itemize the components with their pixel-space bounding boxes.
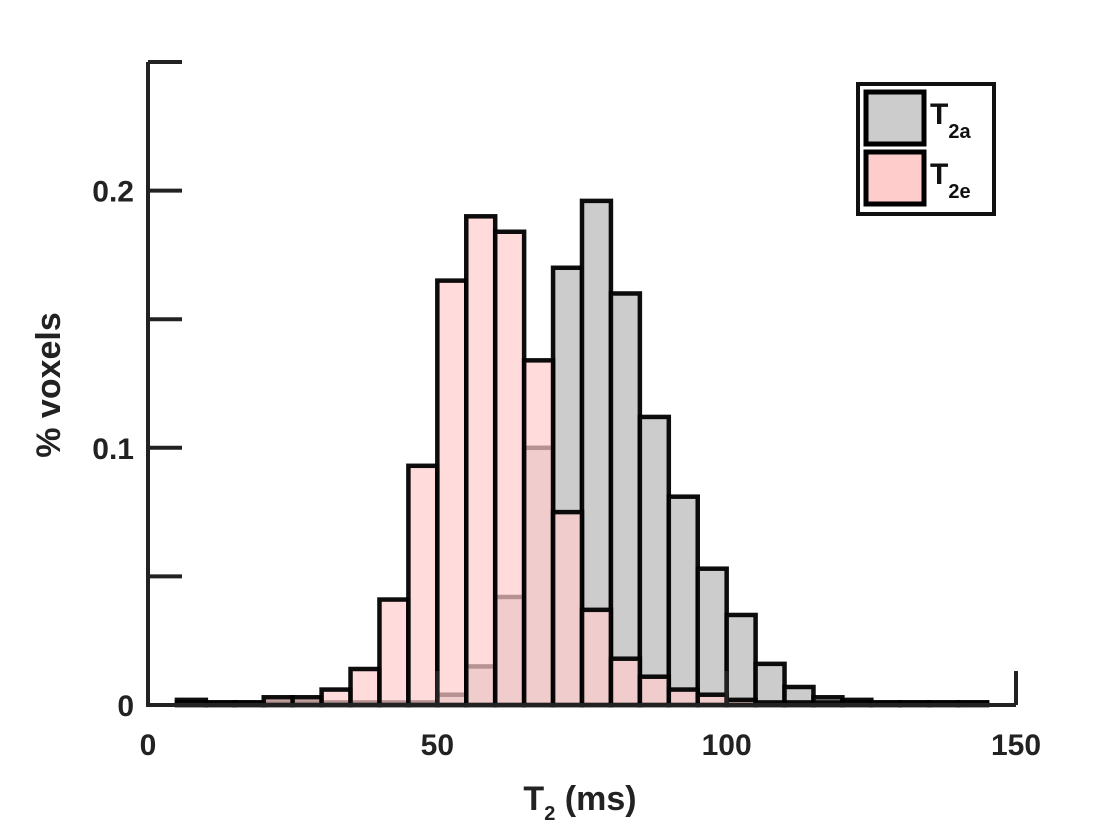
x-tick-label-50: 50 <box>421 729 454 762</box>
x-tick-label-0: 0 <box>140 729 157 762</box>
bar-t2a-105 <box>753 661 787 708</box>
bar-t2e-60 <box>492 229 527 708</box>
bar-t2a-95 <box>695 566 729 708</box>
x-tick-label-100: 100 <box>702 729 752 762</box>
y-tick-label-0.2: 0.2 <box>92 176 134 209</box>
legend-swatch-t2e <box>863 149 927 207</box>
bar-t2e-50 <box>435 278 469 708</box>
tick-labels: 0 0.1 0.2 0 50 100 150 <box>92 176 1041 762</box>
y-tick-label-0.1: 0.1 <box>92 433 134 466</box>
x-tick-label-150: 150 <box>991 729 1041 762</box>
bar-t2e-35 <box>348 666 382 708</box>
bar-t2e-40 <box>377 597 411 708</box>
legend-label-t2a: T2a <box>930 98 971 143</box>
y-tick-label-0: 0 <box>117 690 134 723</box>
bar-t2e-45 <box>406 463 440 708</box>
y-axis-title: % voxels <box>30 312 68 458</box>
bar-t2e-55 <box>464 214 498 708</box>
bar-t2e-65 <box>521 358 556 708</box>
bar-t2e-70 <box>550 509 585 708</box>
legend-swatch-t2a <box>863 89 927 147</box>
bar-t2e-80 <box>608 656 643 708</box>
bar-t2e-30 <box>319 687 353 708</box>
x-axis-title: T2 (ms) <box>523 780 636 825</box>
bar-t2a-90 <box>666 494 700 708</box>
legend-label-t2e: T2e <box>930 158 971 203</box>
bar-t2a-85 <box>637 414 672 708</box>
bar-t2e-75 <box>579 607 614 708</box>
bar-t2e-85 <box>637 674 672 708</box>
legend: T2a T2e <box>856 82 996 216</box>
axes <box>146 60 1018 707</box>
bar-t2a-80 <box>608 291 643 708</box>
bar-t2e-90 <box>666 687 700 708</box>
bar-t2a-100 <box>724 612 758 708</box>
